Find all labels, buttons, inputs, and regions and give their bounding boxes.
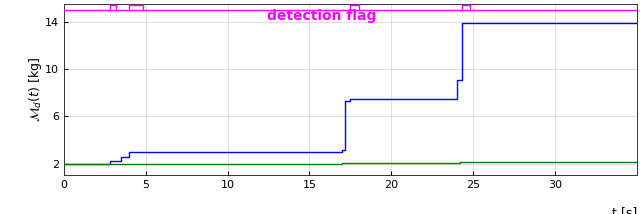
- Y-axis label: $\mathcal{M}_d(t)$ [kg]: $\mathcal{M}_d(t)$ [kg]: [27, 57, 44, 122]
- Text: t [s]: t [s]: [612, 206, 637, 214]
- Text: detection flag: detection flag: [267, 9, 376, 23]
